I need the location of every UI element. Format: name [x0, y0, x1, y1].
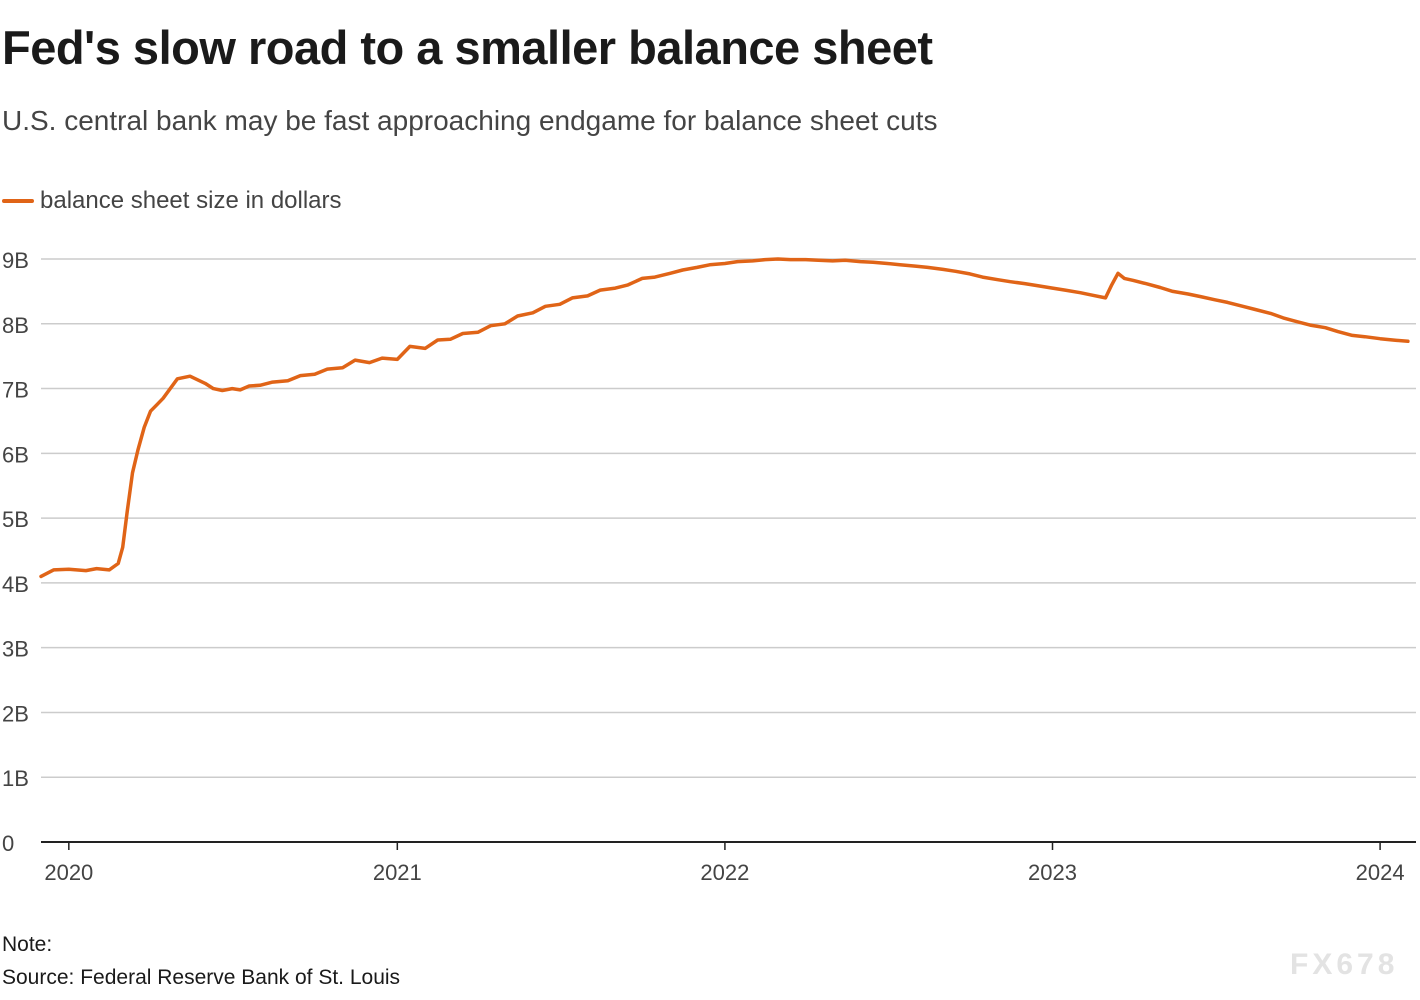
x-tick-label: 2023 [1028, 860, 1077, 885]
x-tick-label: 2021 [373, 860, 422, 885]
legend: balance sheet size in dollars [2, 186, 342, 216]
y-tick-label: 4B [2, 572, 29, 597]
y-tick-label: 1B [2, 766, 29, 791]
x-tick-label: 2024 [1356, 860, 1405, 885]
y-tick-label: 5B [2, 507, 29, 532]
chart-subtitle: U.S. central bank may be fast approachin… [2, 105, 938, 136]
x-tick-label: 2022 [700, 860, 749, 885]
x-tick-label: 2020 [44, 860, 93, 885]
watermark-logo: FX678 [1290, 948, 1399, 981]
chart-source: Source: Federal Reserve Bank of St. Loui… [2, 966, 401, 989]
legend-swatch [2, 199, 34, 203]
y-tick-label: 0 [2, 831, 14, 856]
legend-label: balance sheet size in dollars [40, 187, 342, 214]
y-tick-label: 6B [2, 442, 29, 467]
y-tick-label: 2B [2, 701, 29, 726]
y-tick-label: 8B [2, 313, 29, 338]
chart-note: Note: [2, 933, 53, 956]
y-tick-label: 7B [2, 378, 29, 403]
chart-title: Fed's slow road to a smaller balance she… [2, 21, 933, 74]
y-tick-label: 9B [2, 248, 29, 273]
y-tick-label: 3B [2, 637, 29, 662]
series-line [39, 257, 1410, 579]
